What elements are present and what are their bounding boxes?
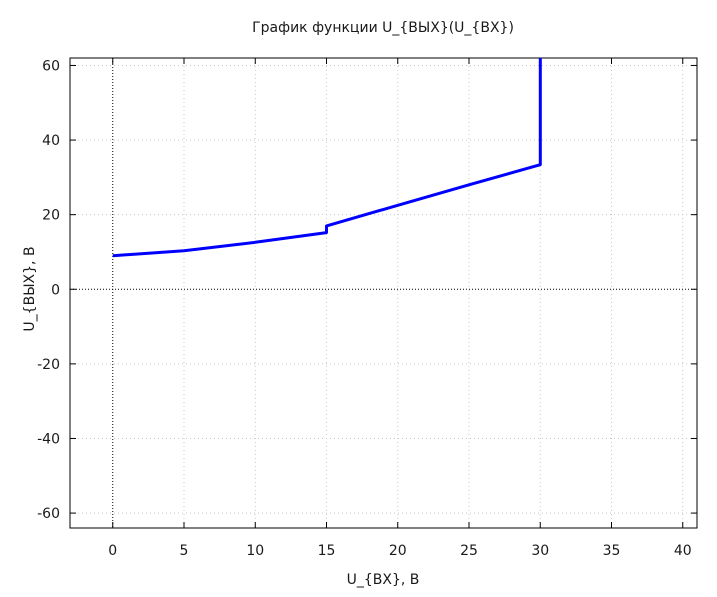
y-tick-label: -60	[37, 506, 60, 522]
y-tick-label: -40	[37, 431, 60, 447]
x-tick-label: 15	[318, 543, 336, 559]
x-tick-label: 0	[108, 543, 117, 559]
y-tick-label: -20	[37, 357, 60, 373]
x-tick-label: 35	[603, 543, 621, 559]
y-axis-label: U_{ВЫХ}, В	[22, 246, 38, 331]
x-tick-label: 5	[180, 543, 189, 559]
x-tick-label: 40	[674, 543, 692, 559]
y-tick-label: 20	[42, 208, 60, 224]
x-axis-label: U_{ВХ}, В	[347, 572, 420, 588]
series-line	[112, 58, 542, 258]
y-tick-label: 0	[51, 282, 60, 298]
chart-title: График функции U_{ВЫХ}(U_{ВХ})	[252, 20, 514, 36]
y-tick-label: 40	[42, 133, 60, 149]
y-tick-label: 60	[42, 58, 60, 74]
x-tick-label: 20	[389, 543, 407, 559]
x-tick-label: 30	[531, 543, 549, 559]
x-axis: 0 5 10 15 20 25 30 35 40	[108, 58, 692, 559]
grid	[70, 58, 697, 528]
x-tick-label: 25	[460, 543, 478, 559]
zero-axes	[70, 58, 697, 528]
x-tick-label: 10	[246, 543, 264, 559]
plot-frame	[69, 57, 698, 529]
series-layer	[112, 58, 542, 258]
y-axis: -60 -40 -20 0 20 40 60	[37, 58, 697, 522]
